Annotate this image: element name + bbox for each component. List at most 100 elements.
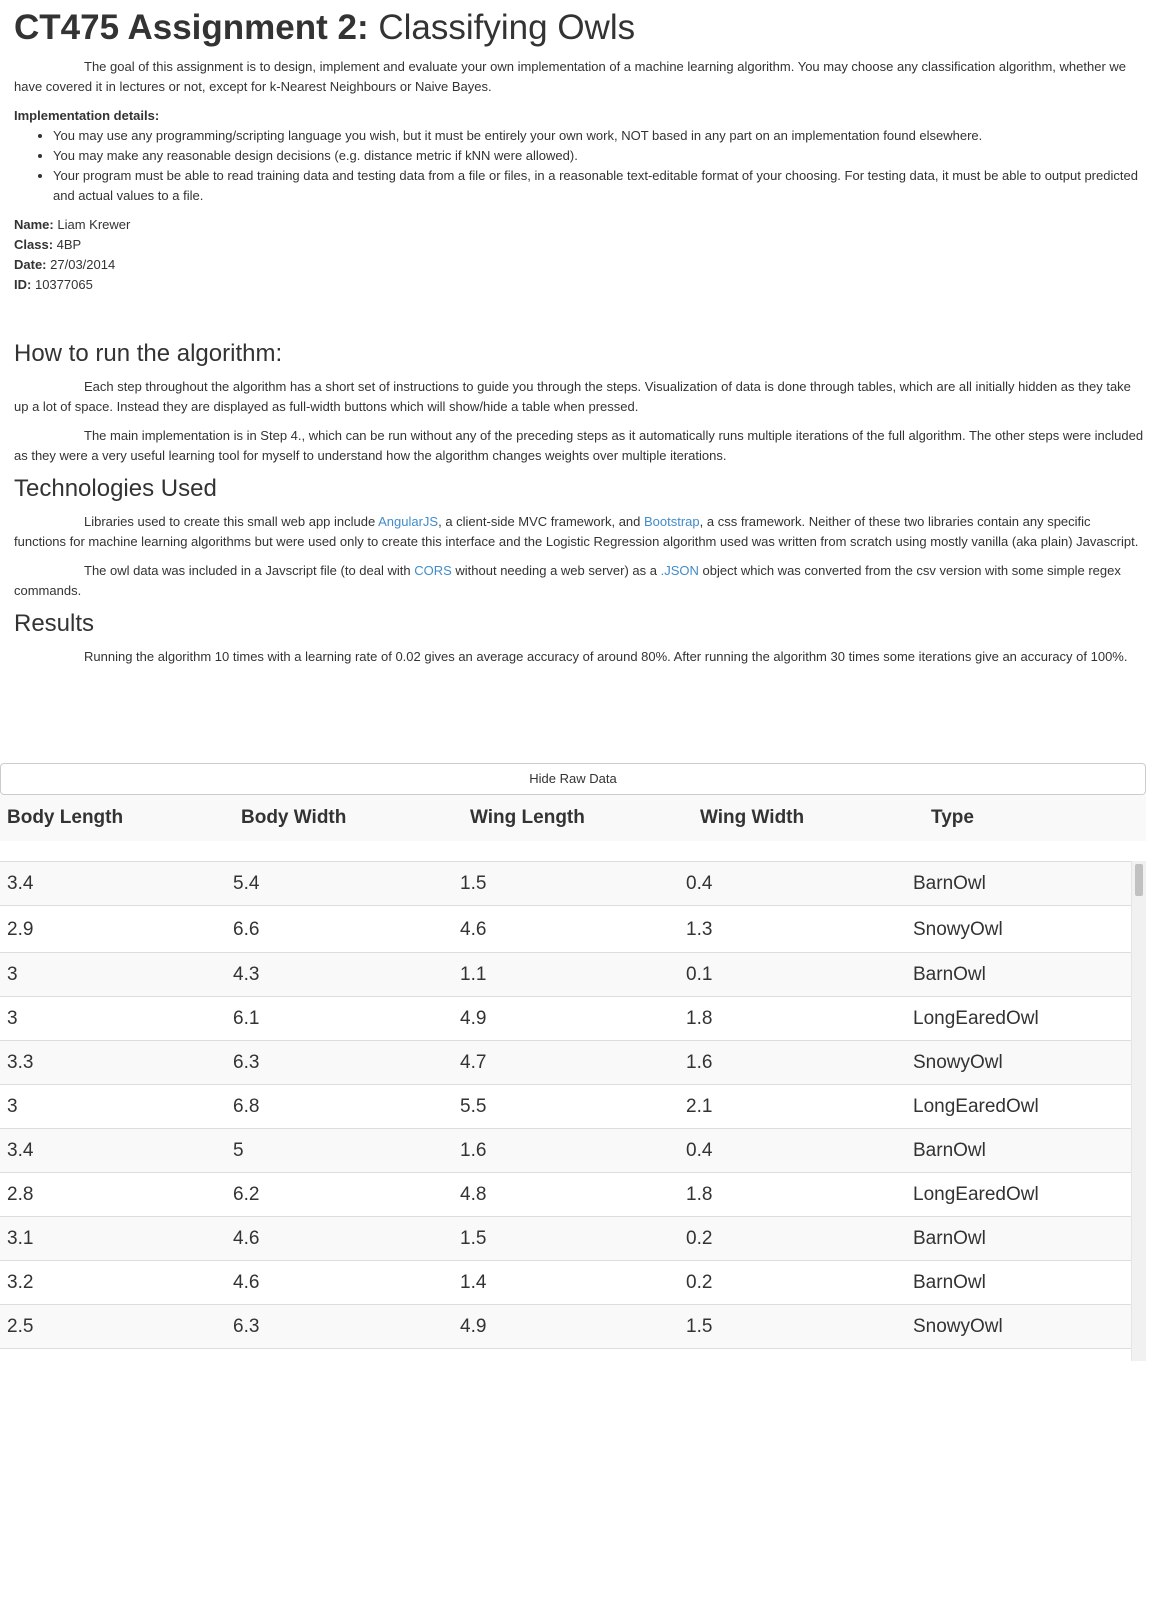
cell-type: BarnOwl [913,1140,986,1161]
cell-body-width: 4.3 [233,964,260,985]
cell-type: BarnOwl [913,873,986,894]
cell-wing-length: 4.7 [460,1052,487,1073]
hide-raw-data-button[interactable]: Hide Raw Data [0,763,1146,795]
student-class-value: 4BP [56,237,82,252]
student-id-label: ID: [14,277,32,292]
table-row: 3.1 4.6 1.5 0.2 BarnOwl [0,1217,1131,1261]
student-name-value: Liam Krewer [57,217,131,232]
student-name-label: Name: [14,217,54,232]
column-header-wing-width[interactable]: Wing Width [700,807,805,828]
cell-wing-length: 1.6 [460,1140,487,1161]
cell-wing-length: 1.5 [460,1228,487,1249]
raw-data-table-header: Body Length Body Width Wing Length Wing … [0,795,1146,841]
cell-body-width: 5 [233,1140,244,1161]
cell-body-length: 3.4 [7,1140,34,1161]
cell-body-length: 3.2 [7,1272,34,1293]
cors-link[interactable]: CORS [414,563,452,578]
cell-wing-width: 0.1 [686,964,713,985]
implementation-item: You may use any programming/scripting la… [53,126,1144,146]
cell-body-width: 4.6 [233,1272,260,1293]
student-name: Name: Liam Krewer [14,215,1144,235]
technologies-text: , a css framework. Neither of these two … [14,514,1139,549]
cell-wing-width: 1.6 [686,1052,713,1073]
cell-wing-width: 0.4 [686,1140,713,1161]
cell-body-length: 2.8 [7,1184,34,1205]
cell-body-length: 2.5 [7,1316,34,1337]
technologies-text: without needing a web server) as a [451,563,661,578]
implementation-item: Your program must be able to read traini… [53,166,1144,206]
cell-type: SnowyOwl [913,1316,1003,1337]
student-info: Name: Liam Krewer Class: 4BP Date: 27/03… [14,215,1144,295]
table-scrollbar[interactable] [1131,861,1146,1361]
results-heading: Results [14,610,95,637]
cell-wing-length: 4.8 [460,1184,487,1205]
raw-data-rows: 3.4 5.4 1.5 0.4 BarnOwl 2.9 6.6 4.6 1.3 SnowyOwl 3… [0,862,1131,1349]
json-link[interactable]: .JSON [660,563,699,578]
table-row: 3 6.1 4.9 1.8 LongEaredOwl [0,997,1131,1041]
how-to-run-paragraph-2: The main implementation is in Step 4., w… [14,428,1144,463]
cell-type: SnowyOwl [913,919,1003,940]
table-row: 3.2 4.6 1.4 0.2 BarnOwl [0,1261,1131,1305]
cell-wing-width: 1.3 [686,919,713,940]
cell-wing-width: 0.2 [686,1228,713,1249]
submission-date: Date: 27/03/2014 [14,255,1144,275]
column-header-type[interactable]: Type [931,807,974,828]
cell-type: SnowyOwl [913,1052,1003,1073]
cell-body-width: 6.2 [233,1184,260,1205]
student-class: Class: 4BP [14,235,1144,255]
student-id-value: 10377065 [34,277,93,292]
student-class-label: Class: [14,237,54,252]
table-row: 2.8 6.2 4.8 1.8 LongEaredOwl [0,1173,1131,1217]
cell-body-width: 6.8 [233,1096,260,1117]
raw-data-table-body[interactable]: 3.4 5.4 1.5 0.4 BarnOwl 2.9 6.6 4.6 1.3 SnowyOwl 3… [0,861,1146,1362]
results-paragraph: Running the algorithm 10 times with a le… [84,649,1128,664]
cell-body-length: 2.9 [7,919,34,940]
intro-paragraph: The goal of this assignment is to design… [14,59,1127,94]
page-title-subject: Classifying Owls [378,8,636,47]
table-row: 3.4 5.4 1.5 0.4 BarnOwl [0,862,1131,906]
cell-wing-width: 2.1 [686,1096,713,1117]
angularjs-link[interactable]: AngularJS [378,514,439,529]
technologies-paragraph-1: Libraries used to create this small web … [14,512,1144,552]
cell-wing-length: 1.1 [460,964,487,985]
column-header-body-width[interactable]: Body Width [241,807,347,828]
cell-type: LongEaredOwl [913,1184,1039,1205]
cell-wing-width: 0.2 [686,1272,713,1293]
cell-body-length: 3 [7,964,18,985]
cell-wing-length: 1.5 [460,873,487,894]
how-to-run-paragraph-1: Each step throughout the algorithm has a… [14,379,1131,414]
cell-body-length: 3 [7,1096,18,1117]
column-header-wing-length[interactable]: Wing Length [470,807,585,828]
page-title: CT475 Assignment 2: Classifying Owls [14,8,1144,48]
table-row: 3 6.8 5.5 2.1 LongEaredOwl [0,1085,1131,1129]
cell-type: BarnOwl [913,964,986,985]
technologies-text: , a client-side MVC framework, and [438,514,644,529]
cell-body-length: 3 [7,1008,18,1029]
cell-wing-length: 1.4 [460,1272,487,1293]
bootstrap-link[interactable]: Bootstrap [644,514,700,529]
technologies-text: Libraries used to create this small web … [84,514,379,529]
table-row: 3 4.3 1.1 0.1 BarnOwl [0,953,1131,997]
cell-wing-length: 4.6 [460,919,487,940]
table-scrollbar-thumb[interactable] [1135,864,1143,896]
cell-body-width: 6.1 [233,1008,260,1029]
cell-body-width: 6.6 [233,919,260,940]
implementation-list: You may use any programming/scripting la… [14,126,1144,206]
page-title-course: CT475 Assignment 2: [14,8,369,47]
implementation-item: You may make any reasonable design decis… [53,146,1144,166]
cell-wing-width: 1.8 [686,1184,713,1205]
cell-wing-width: 0.4 [686,873,713,894]
cell-type: LongEaredOwl [913,1096,1039,1117]
technologies-text: The owl data was included in a Javscript… [84,563,415,578]
cell-type: LongEaredOwl [913,1008,1039,1029]
column-header-body-length[interactable]: Body Length [7,807,124,828]
technologies-text: object which was converted from the csv … [14,563,1121,598]
table-row: 3.4 5 1.6 0.4 BarnOwl [0,1129,1131,1173]
table-row: 2.5 6.3 4.9 1.5 SnowyOwl [0,1305,1131,1349]
technologies-paragraph-2: The owl data was included in a Javscript… [14,561,1144,601]
cell-body-width: 5.4 [233,873,260,894]
student-id: ID: 10377065 [14,275,1144,295]
cell-wing-length: 4.9 [460,1008,487,1029]
cell-wing-length: 5.5 [460,1096,487,1117]
table-row: 2.9 6.6 4.6 1.3 SnowyOwl [0,906,1131,953]
